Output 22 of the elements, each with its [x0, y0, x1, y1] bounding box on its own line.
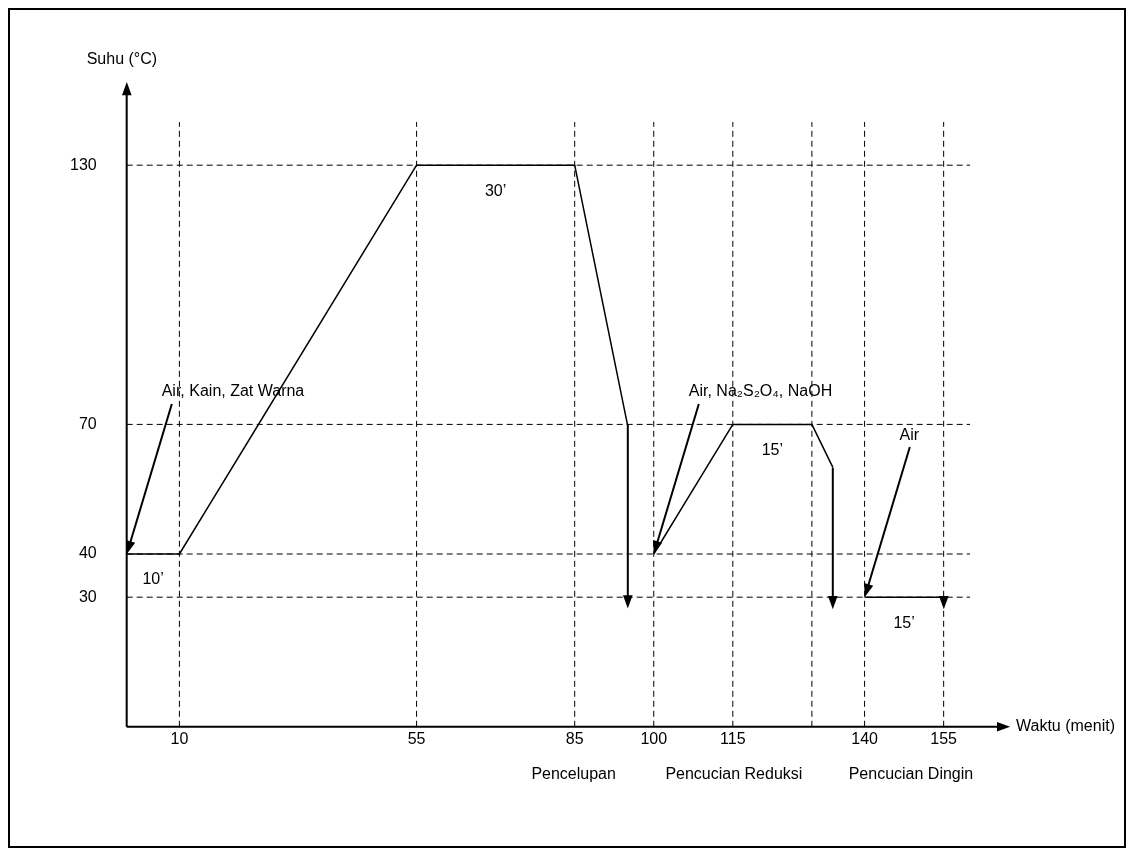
- x-tick-label: 115: [720, 729, 746, 747]
- x-tick-label: 85: [565, 729, 584, 747]
- text: Pencelupan: [531, 765, 616, 783]
- x-tick-label: 155: [930, 729, 958, 747]
- x-axis-title: Waktu (menit): [1016, 717, 1115, 735]
- text: Pencucian Dingin: [848, 765, 974, 783]
- annotation: 10’: [142, 570, 164, 588]
- y-tick-label: 30: [78, 587, 97, 605]
- x-tick-label: 140: [851, 729, 879, 747]
- annotation: 15’: [893, 613, 915, 631]
- annotation: 30’: [484, 181, 507, 199]
- x-tick-label: 55: [407, 729, 426, 747]
- y-tick-label: 40: [78, 544, 97, 562]
- annotation: Air: [899, 425, 920, 443]
- y-axis-title: Suhu (°C): [86, 50, 158, 68]
- y-tick-label: 130: [69, 155, 97, 173]
- annotation: Air, Na₂S₂O₄, NaOH: [688, 382, 833, 400]
- x-tick-label: 10: [170, 729, 189, 747]
- x-tick-label: 100: [640, 729, 668, 747]
- y-tick-label: 70: [78, 414, 97, 432]
- annotation: 15’: [761, 440, 784, 458]
- text: Pencucian Reduksi: [665, 765, 803, 783]
